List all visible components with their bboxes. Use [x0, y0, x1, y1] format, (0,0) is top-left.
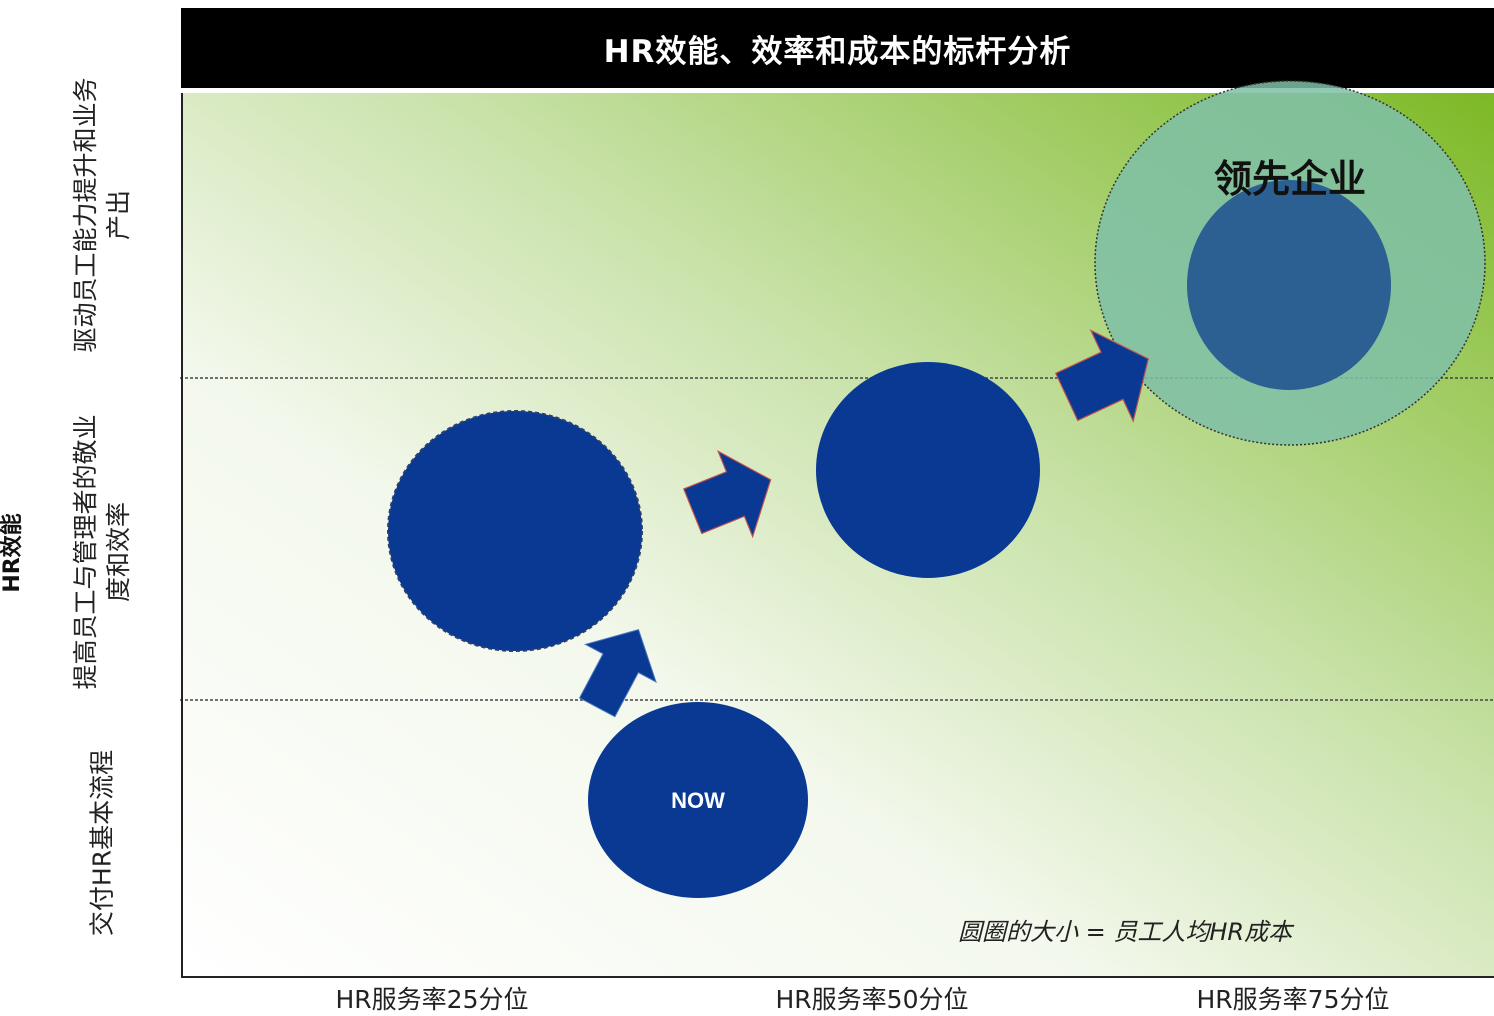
- leader-label: 领先企业: [1213, 157, 1366, 201]
- arrow-now-to-25: [578, 629, 657, 718]
- legend-note: 圆圈的大小 = 员工人均HR成本: [958, 918, 1293, 946]
- x-level-75: HR服务率75分位: [1196, 985, 1390, 1014]
- now-circle: [588, 702, 808, 898]
- chart-title: HR效能、效率和成本的标杆分析: [181, 8, 1494, 88]
- leader-core-circle: [1187, 180, 1391, 390]
- x-level-50: HR服务率50分位: [775, 985, 969, 1014]
- quartile50-circle: [816, 362, 1040, 578]
- quartile25-circle: [387, 410, 643, 652]
- arrow-50-to-75: [1054, 329, 1150, 423]
- arrow-25-to-50: [682, 450, 772, 539]
- now-label: NOW: [671, 788, 725, 813]
- x-level-25: HR服务率25分位: [335, 985, 529, 1014]
